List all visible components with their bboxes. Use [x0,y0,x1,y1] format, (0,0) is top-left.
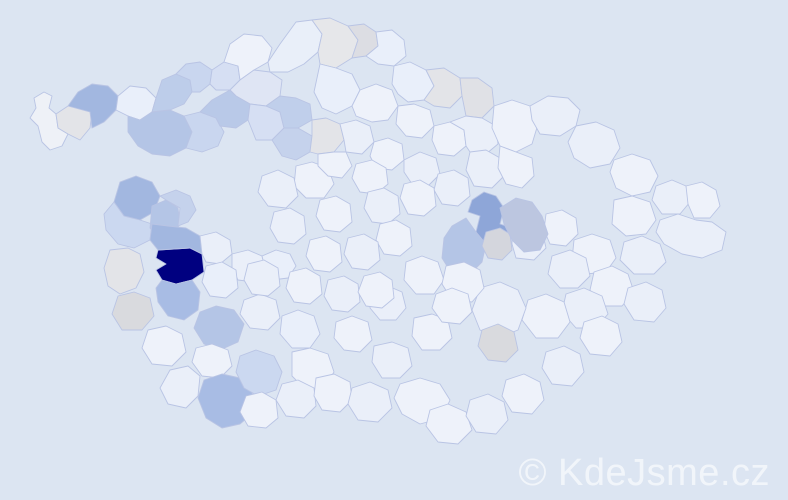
district-nachod[interactable] [423,67,463,109]
district-hodonin-se[interactable] [501,373,545,415]
district-jh-s[interactable] [275,379,317,419]
district-pribram[interactable] [257,169,299,209]
district-trebic[interactable] [411,313,453,351]
district-rychnov[interactable] [459,77,495,119]
district-vysocina-gray[interactable] [477,323,519,363]
district-klatovy-s[interactable] [141,325,187,367]
district-cheb[interactable] [29,91,69,151]
district-sumperk-s[interactable] [497,145,535,189]
district-hodonin-s[interactable] [465,393,509,435]
district-kolin[interactable] [369,137,405,171]
district-ostrava-mesto[interactable] [651,179,691,215]
district-svitavy[interactable] [465,149,505,189]
district-domazlice[interactable] [103,247,145,295]
district-olomouc[interactable] [499,197,549,253]
district-klatovy-n[interactable] [111,291,155,331]
district-jesenik[interactable] [529,95,581,137]
district-prachatice[interactable] [191,343,233,379]
district-prachatice-s[interactable] [159,365,201,409]
district-jicin[interactable] [351,83,399,123]
district-prostejov[interactable] [543,209,579,247]
district-bruntal[interactable] [567,121,621,169]
district-breclav[interactable] [471,281,527,339]
district-jh-se[interactable] [313,373,353,413]
district-uh-s[interactable] [541,345,585,387]
district-chrudim-s[interactable] [399,179,437,217]
district-ceska-lipa[interactable] [267,19,323,73]
district-zdar-nad-sazavou[interactable] [403,255,445,295]
district-brno-mesto[interactable] [481,227,513,261]
district-tabor-c[interactable] [285,267,323,305]
district-frydek-mistek[interactable] [655,213,727,259]
district-kromeriz[interactable] [547,249,591,289]
district-decin[interactable] [223,33,273,81]
district-benesov-s[interactable] [315,195,353,233]
district-havlickuv-w[interactable] [375,219,413,257]
district-hodonin[interactable] [521,293,571,339]
district-vsetin-s[interactable] [623,281,667,323]
district-nymburk[interactable] [339,119,375,155]
district-znojmo-w[interactable] [347,381,393,423]
district-karvina[interactable] [685,181,721,219]
district-pisek-n[interactable] [243,259,281,297]
district-svitavy-s[interactable] [433,169,471,207]
district-zlin-s[interactable] [579,315,623,357]
district-plzen-city2[interactable] [159,189,197,227]
district-tachov[interactable] [155,247,205,285]
district-tabor[interactable] [279,309,321,349]
district-jindrichuv-n[interactable] [323,275,361,313]
district-vsetin[interactable] [619,235,667,275]
district-most[interactable] [151,73,193,113]
district-ceske-budejovice[interactable] [235,349,283,397]
district-zdar-e[interactable] [431,287,473,325]
district-praha-vychod[interactable] [309,117,345,155]
district-tabor-n[interactable] [305,235,343,273]
district-plzen-nw[interactable] [103,201,153,249]
district-kutna-hora-s[interactable] [363,187,401,225]
district-opava[interactable] [609,153,659,197]
district-pelhrimov-n[interactable] [343,233,381,271]
district-cb-s[interactable] [239,391,279,429]
district-hradec-kralove[interactable] [395,103,435,139]
district-novy-jicin[interactable] [611,195,657,237]
district-rokycany[interactable] [199,231,233,265]
district-strakonice-n[interactable] [201,261,239,299]
district-liberec[interactable] [311,17,359,69]
district-chrudim[interactable] [403,151,441,187]
district-pisek[interactable] [239,293,281,331]
district-breclav-s[interactable] [425,403,473,445]
district-strakonice[interactable] [193,305,245,351]
district-klatovy[interactable] [155,279,201,321]
district-jihlava[interactable] [371,341,413,379]
district-pribram-s[interactable] [269,207,307,245]
district-pelhrimov-c[interactable] [357,271,395,309]
district-praha-east2[interactable] [317,151,353,179]
district-sumperk[interactable] [491,99,539,153]
district-pelhrimov[interactable] [333,315,373,353]
